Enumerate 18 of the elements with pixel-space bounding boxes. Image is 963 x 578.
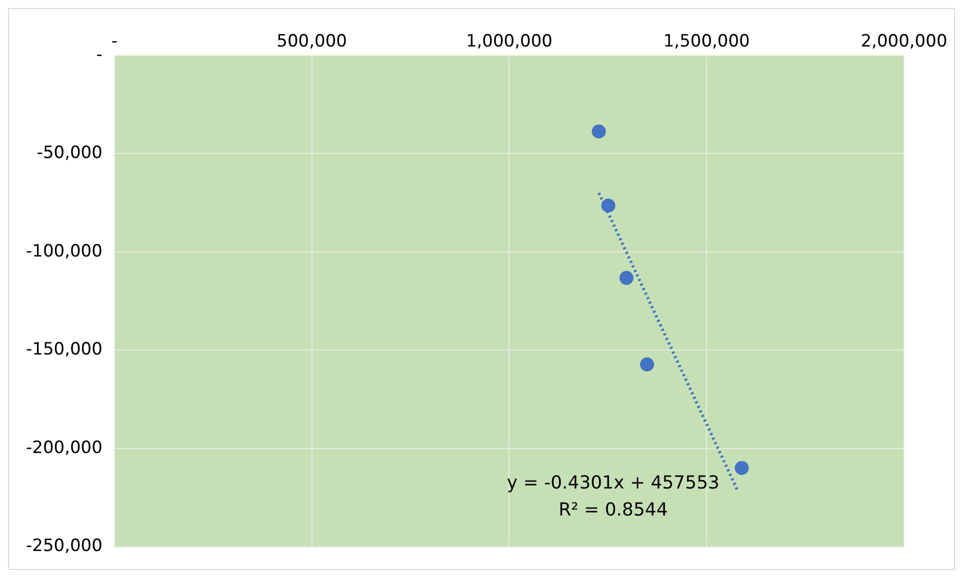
annotation: y = -0.4301x + 457553 bbox=[506, 472, 720, 494]
point bbox=[601, 198, 616, 213]
y-tick-label: -250,000 bbox=[26, 536, 102, 556]
x-tick-label: - bbox=[111, 32, 118, 52]
point bbox=[640, 357, 654, 372]
annotation: R² = 0.8544 bbox=[558, 499, 668, 520]
point bbox=[734, 460, 749, 475]
point bbox=[592, 124, 606, 138]
y-tick-label: -100,000 bbox=[26, 241, 102, 262]
x-tick-label: 1,000,000 bbox=[466, 32, 552, 52]
x-tick-label: 1,500,000 bbox=[663, 32, 750, 52]
y-tick-label: -50,000 bbox=[36, 143, 102, 164]
x-tick-label: 500,000 bbox=[276, 32, 347, 52]
y-tick-label: - bbox=[96, 44, 102, 65]
y-tick-label: -200,000 bbox=[26, 438, 102, 458]
y-tick-label: -150,000 bbox=[26, 340, 102, 360]
point bbox=[619, 270, 634, 285]
x-tick-label: 2,000,000 bbox=[860, 32, 948, 52]
